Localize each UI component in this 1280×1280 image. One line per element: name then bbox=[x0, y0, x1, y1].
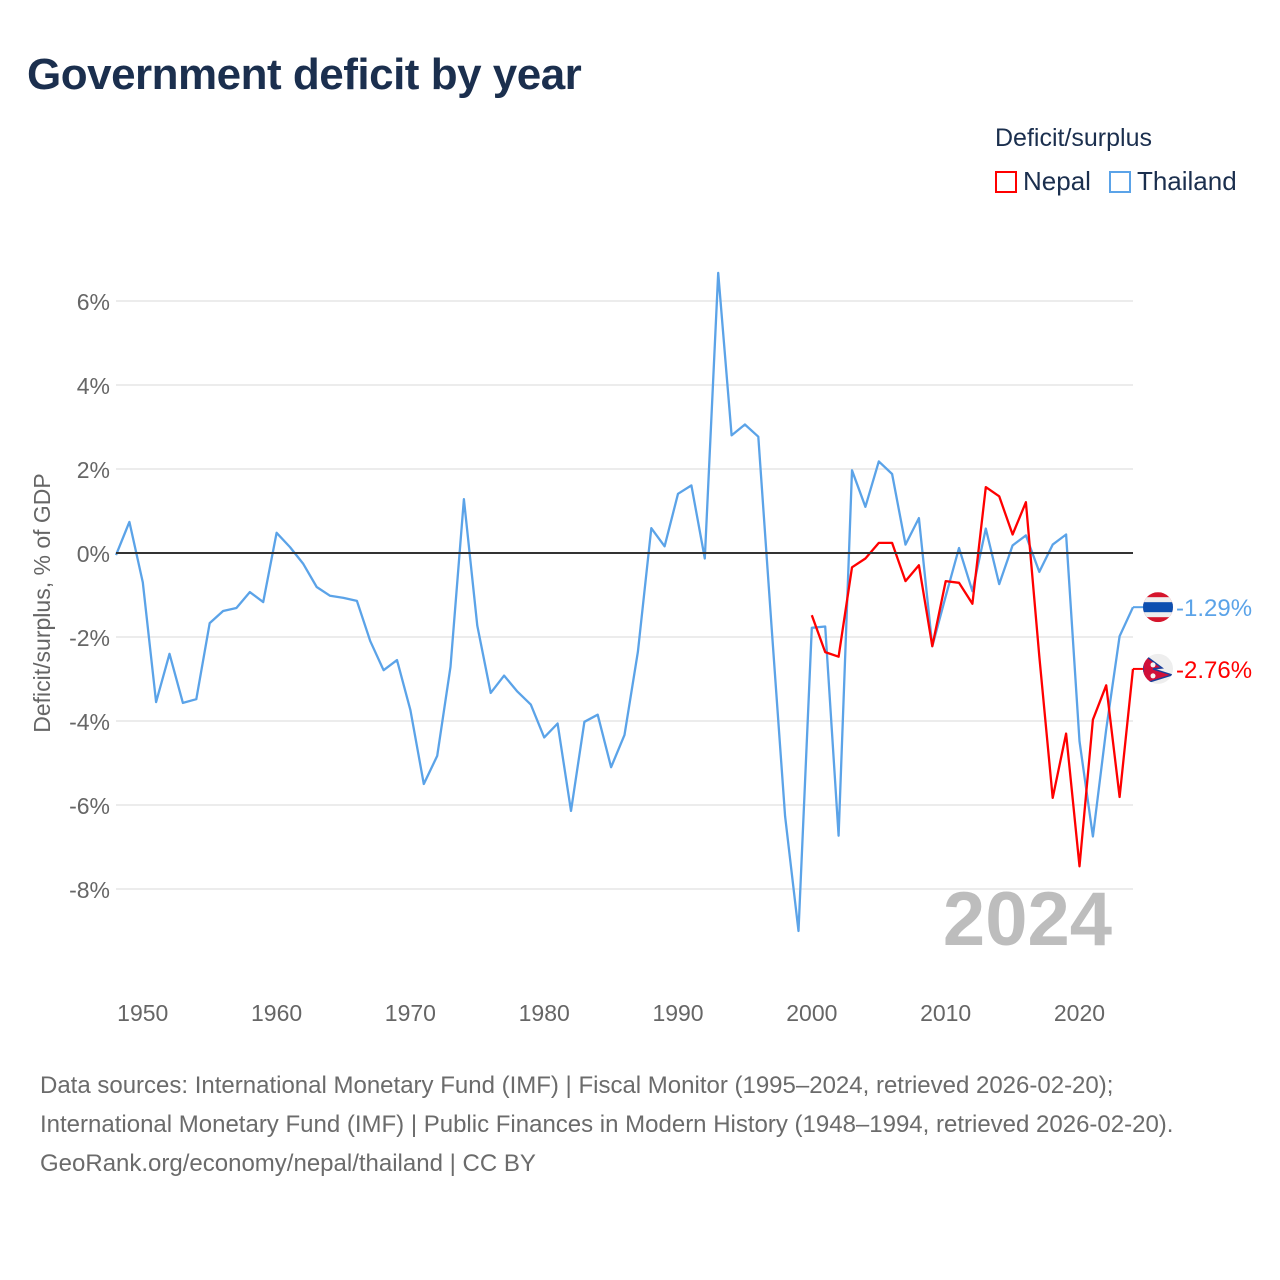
credit-link[interactable]: GeoRank.org/economy/nepal/thailand | CC … bbox=[40, 1150, 536, 1177]
x-tick-label: 2000 bbox=[786, 1000, 837, 1026]
legend-swatch-nepal bbox=[995, 170, 1017, 193]
footer: Data sources: International Monetary Fun… bbox=[40, 1066, 1240, 1183]
y-tick-label: 4% bbox=[77, 373, 110, 399]
chart-title: Government deficit by year bbox=[27, 50, 582, 99]
data-sources: Data sources: International Monetary Fun… bbox=[40, 1072, 1174, 1138]
x-tick-label: 2020 bbox=[1054, 1000, 1105, 1026]
legend-swatch-thailand bbox=[1108, 170, 1131, 193]
y-axis-label: Deficit/surplus, % of GDP bbox=[29, 473, 55, 732]
legend: Nepal Thailand bbox=[995, 166, 1237, 197]
legend-label-nepal: Nepal bbox=[1023, 166, 1091, 196]
legend-item-thailand[interactable]: Thailand bbox=[1108, 166, 1237, 197]
x-tick-label: 2010 bbox=[920, 1000, 971, 1026]
thailand-flag-icon bbox=[1143, 592, 1173, 623]
legend-label-thailand: Thailand bbox=[1136, 166, 1237, 196]
series-line-thailand bbox=[114, 271, 1135, 933]
nepal-flag-icon bbox=[1143, 653, 1173, 684]
y-tick-label: 6% bbox=[77, 289, 110, 315]
year-watermark: 2024 bbox=[943, 877, 1112, 962]
end-value-label-nepal: -2.76% bbox=[1176, 657, 1252, 684]
legend-title: Deficit/surplus bbox=[995, 124, 1152, 152]
end-value-label-thailand: -1.29% bbox=[1176, 595, 1252, 622]
x-tick-label: 1960 bbox=[251, 1000, 302, 1026]
legend-item-nepal[interactable]: Nepal bbox=[995, 166, 1091, 197]
y-tick-label: 2% bbox=[77, 457, 110, 483]
x-tick-label: 1980 bbox=[519, 1000, 570, 1026]
y-tick-label: -4% bbox=[69, 709, 110, 735]
x-tick-label: 1970 bbox=[385, 1000, 436, 1026]
series-line-nepal bbox=[810, 485, 1135, 868]
y-tick-label: -6% bbox=[69, 793, 110, 819]
x-tick-label: 1990 bbox=[652, 1000, 703, 1026]
y-tick-label: 0% bbox=[77, 541, 110, 567]
y-tick-label: -8% bbox=[69, 877, 110, 903]
x-tick-label: 1950 bbox=[117, 1000, 168, 1026]
y-tick-label: -2% bbox=[69, 625, 110, 651]
